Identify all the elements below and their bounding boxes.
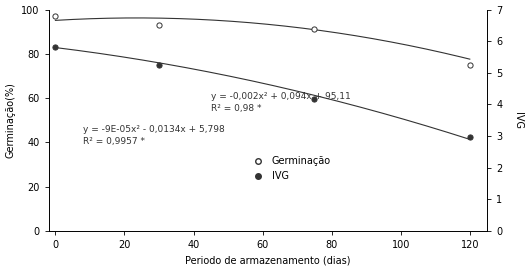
Point <box>51 45 60 50</box>
Legend: Germinação, IVG: Germinação, IVG <box>247 154 333 183</box>
Point <box>310 27 318 32</box>
Point <box>155 63 163 67</box>
Y-axis label: Germinação(%): Germinação(%) <box>6 82 15 158</box>
Point <box>466 63 474 67</box>
Text: y = -9E-05x² - 0,0134x + 5,798
R² = 0,9957 *: y = -9E-05x² - 0,0134x + 5,798 R² = 0,99… <box>83 125 225 146</box>
Y-axis label: IVG: IVG <box>514 112 523 129</box>
Point <box>155 23 163 27</box>
Point <box>310 96 318 101</box>
Point <box>466 134 474 139</box>
Text: y = -0,002x² + 0,094x + 95,11
R² = 0,98 *: y = -0,002x² + 0,094x + 95,11 R² = 0,98 … <box>211 92 351 113</box>
Point <box>51 14 60 18</box>
X-axis label: Periodo de armazenamento (dias): Periodo de armazenamento (dias) <box>185 256 351 265</box>
